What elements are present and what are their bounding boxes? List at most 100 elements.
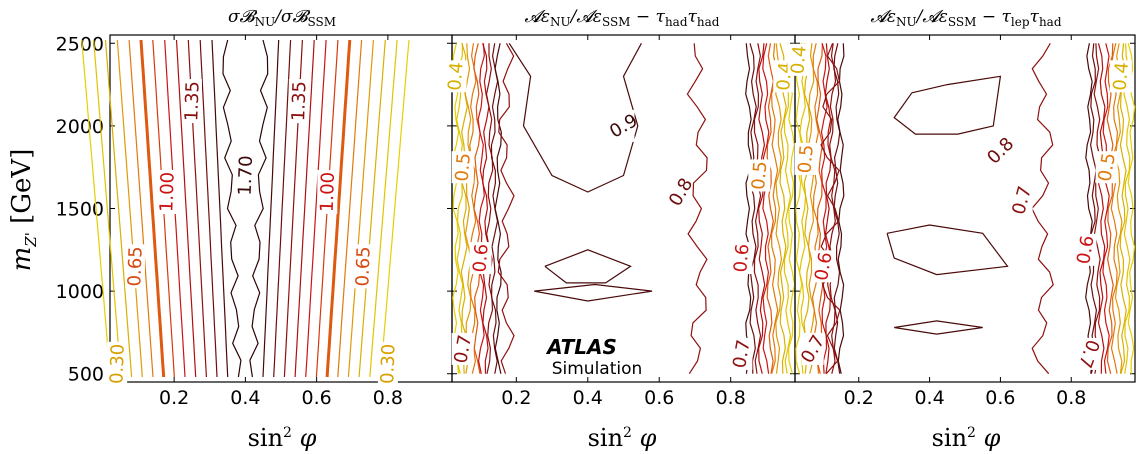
contour-label: 0.6 (811, 250, 837, 282)
contour-label: 0.5 (1094, 151, 1120, 183)
contour-label: 0.4 (444, 61, 467, 91)
contour-line (494, 43, 502, 374)
contour-line (379, 39, 410, 378)
x-tick-label: 0.8 (373, 387, 403, 409)
contour-label-bg (748, 159, 771, 192)
panel-3: 0.2 0.4 0.6 0.80.80.70.7 0.70.60.60.5 0.50.40… (787, 34, 1136, 409)
contour-line (325, 39, 352, 378)
y-tick-label: 2000 (56, 116, 104, 138)
contour-line (249, 39, 269, 378)
contour-label-bg (107, 341, 128, 386)
contour-line (485, 43, 494, 374)
contour-line (1089, 43, 1098, 374)
panel-1: 0.2 0.4 0.6 0.8 500 1000 1500 2000 2500 1.70 1.35 1… (56, 33, 453, 409)
contour-line (199, 39, 218, 378)
contour-line (482, 43, 490, 374)
contour-label-bg (181, 79, 202, 124)
contour-label-bg (989, 134, 1012, 167)
contour-label-bg (801, 332, 824, 365)
contour-line (775, 43, 783, 374)
contour-line (886, 224, 1009, 276)
contour-line (473, 43, 481, 374)
contour-label: 0.65 (352, 246, 374, 287)
contour-line (783, 43, 792, 374)
y-tick-label: 1500 (56, 199, 104, 221)
panel-1-title: σ𝓑NU/σ𝓑SSM (228, 7, 336, 29)
contour-line (1114, 43, 1123, 374)
contour-line (770, 43, 779, 374)
contour-line (1097, 43, 1106, 374)
contour-line (795, 43, 803, 374)
contour-line (497, 43, 515, 374)
contour-label: 0.6 (469, 243, 492, 273)
x-tick-label: 0.2 (501, 387, 531, 409)
x-tick-label: 0.8 (1056, 387, 1086, 409)
contour-line (294, 39, 315, 378)
contour-label-bg (288, 79, 309, 124)
contour-line (686, 43, 708, 375)
contour-line (508, 42, 642, 193)
contour-label: 1.70 (235, 155, 257, 196)
contour-label-bg (1077, 337, 1100, 370)
x-axis-label-2: sin2 φ (588, 424, 657, 452)
y-tick-label: 500 (68, 364, 104, 386)
contour-line (787, 43, 796, 374)
contour-label: 0.6 (730, 243, 753, 273)
contour-label-bg (377, 341, 398, 386)
contour-label-bg (669, 175, 692, 208)
contour-line (803, 43, 811, 374)
panel-3-title: 𝓐εNU/𝓐εSSM − τlepτhad (870, 7, 1061, 29)
contour-line (1031, 42, 1054, 375)
contour-label: 0.8 (983, 133, 1018, 168)
contour-label-bg (352, 244, 373, 289)
contour-line (824, 43, 832, 374)
contour-line (369, 39, 398, 378)
contour-label: 0.5 (748, 160, 771, 190)
contour-label: 1.35 (288, 81, 310, 122)
contour-line (762, 43, 770, 374)
atlas-label: ATLAS (545, 335, 617, 359)
contour-line (753, 43, 762, 374)
contour-line (534, 283, 653, 302)
contour-line (358, 39, 386, 378)
contour-label: 0.4 (1110, 61, 1133, 91)
contour-label-bg (444, 60, 467, 93)
contour-label-bg (317, 169, 338, 214)
contour-line (745, 43, 753, 374)
contour-line (1110, 43, 1119, 374)
contour-label-bg (235, 153, 256, 198)
contour-label-bg (1109, 60, 1132, 93)
contour-line (544, 249, 632, 284)
contour-line (81, 39, 111, 378)
contour-line (469, 43, 477, 374)
x-tick-label: 0.4 (914, 387, 944, 409)
contour-line (456, 43, 464, 374)
contour-label-bg (124, 244, 145, 289)
contour-label: 0.65 (124, 246, 146, 287)
contour-label: 0.7 (729, 338, 755, 370)
contour-line (807, 43, 815, 374)
panel-2: 0.2 0.4 0.6 0.80.90.80.7 0.70.6 0.60.5 0.50.4 0… (444, 34, 796, 409)
y-tick-label: 1000 (56, 281, 104, 303)
contour-label-bg (451, 332, 474, 365)
contour-label-bg (157, 169, 177, 214)
contour-line (211, 39, 229, 378)
x-tick-label: 0.6 (644, 387, 674, 409)
contour-line (758, 43, 766, 374)
contour-label: 1.00 (156, 172, 178, 213)
contour-label: 0.4 (787, 45, 810, 75)
contour-line (1106, 43, 1114, 374)
contour-label: 0.5 (794, 144, 817, 174)
x-tick-label: 0.2 (159, 387, 189, 409)
contour-line (766, 43, 775, 374)
contour-line (749, 43, 757, 374)
x-tick-label: 0.6 (302, 387, 332, 409)
contour-label: 1.00 (317, 172, 339, 213)
contour-line (464, 43, 472, 374)
y-tick-label: 2500 (56, 33, 104, 55)
contour-label-bg (1010, 184, 1033, 217)
x-tick-label: 0.4 (230, 387, 260, 409)
contour-line (1102, 43, 1110, 374)
contour-line (779, 43, 787, 374)
